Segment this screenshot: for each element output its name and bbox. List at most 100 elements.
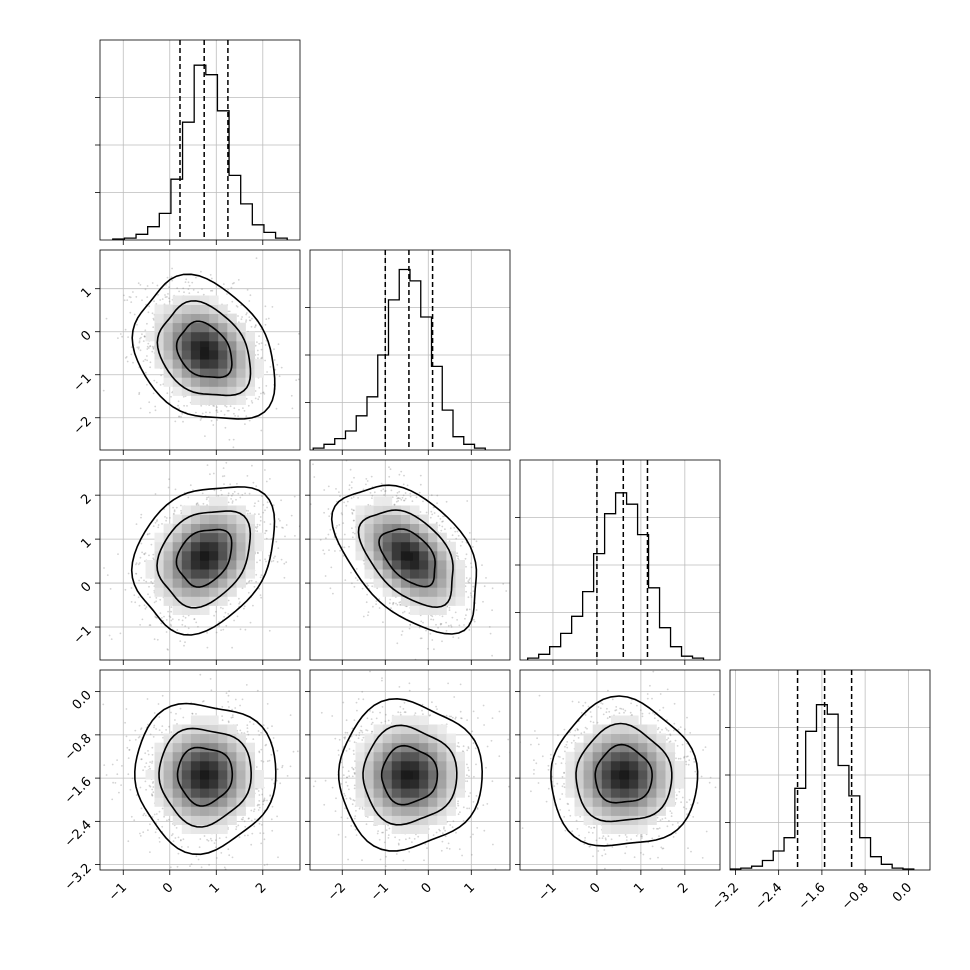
scatter-point <box>257 500 260 502</box>
scatter-point <box>264 469 266 471</box>
scatter-point <box>165 517 168 519</box>
scatter-point <box>132 291 134 293</box>
scatter-point <box>139 624 142 626</box>
scatter-point <box>362 488 365 491</box>
scatter-point <box>489 632 492 635</box>
density-cell <box>227 331 237 342</box>
scatter-point <box>144 560 146 562</box>
scatter-point <box>239 601 241 603</box>
density-cell <box>181 340 192 351</box>
scatter-point <box>243 607 245 610</box>
scatter-point <box>147 311 150 314</box>
scatter-point <box>351 527 353 530</box>
scatter-point <box>380 489 383 492</box>
scatter-point <box>146 383 148 386</box>
scatter-point <box>264 509 266 512</box>
scatter-point <box>372 605 374 608</box>
scatter-point <box>440 623 443 625</box>
density-cell <box>163 359 174 369</box>
density-cell <box>391 514 402 524</box>
scatter-point <box>136 346 139 349</box>
scatter-point <box>195 276 197 279</box>
scatter-point <box>467 596 470 599</box>
scatter-point <box>253 505 256 507</box>
scatter-point <box>419 511 422 513</box>
scatter-point <box>488 626 491 628</box>
scatter-point <box>111 798 114 801</box>
scatter-point <box>148 585 150 588</box>
scatter-point <box>152 392 155 395</box>
scatter-point <box>466 500 469 502</box>
density-cell <box>200 569 210 579</box>
density-cell <box>163 368 174 378</box>
density-cell <box>419 569 429 579</box>
scatter-point <box>197 858 200 861</box>
scatter-point <box>313 476 316 478</box>
scatter-point <box>231 708 234 711</box>
scatter-point <box>227 494 230 497</box>
density-cell <box>410 587 420 597</box>
scatter-point <box>228 438 231 441</box>
density-cell <box>181 605 192 615</box>
scatter-point <box>283 576 286 579</box>
density-cell <box>190 322 201 333</box>
scatter-point <box>175 827 178 829</box>
histogram-step <box>312 268 486 450</box>
density-cell <box>181 523 192 534</box>
density-cell <box>200 587 210 597</box>
scatter-point <box>157 293 159 296</box>
density-peak <box>200 552 209 561</box>
contour-line <box>357 509 454 609</box>
density-cell <box>455 578 465 588</box>
panel-1-1 <box>305 249 511 455</box>
scatter-point <box>281 526 283 529</box>
scatter-point <box>178 618 180 621</box>
scatter-point <box>126 360 129 363</box>
scatter-point <box>409 624 412 626</box>
scatter-point <box>243 410 246 412</box>
scatter-point <box>195 502 198 505</box>
scatter-point <box>140 728 142 731</box>
scatter-point <box>389 468 392 471</box>
scatter-point <box>265 318 268 320</box>
scatter-point <box>439 622 442 625</box>
density-cell <box>181 514 192 524</box>
density-cell <box>172 359 183 369</box>
density-cell <box>446 541 456 552</box>
scatter-point <box>353 476 355 479</box>
scatter-point <box>159 598 162 601</box>
scatter-point <box>285 561 288 564</box>
scatter-point <box>206 496 209 499</box>
scatter-point <box>145 580 148 583</box>
scatter-point <box>167 649 169 651</box>
scatter-point <box>227 492 230 495</box>
density-cell <box>209 313 219 324</box>
scatter-point <box>391 496 394 498</box>
scatter-point <box>138 391 141 394</box>
density-cell <box>419 578 429 588</box>
scatter-point <box>184 641 186 644</box>
density-cell <box>437 541 447 552</box>
density-cell <box>455 560 465 570</box>
scatter-point <box>267 317 270 320</box>
density-cell <box>218 596 228 606</box>
density-cell <box>400 587 411 597</box>
density-cell <box>227 350 237 360</box>
scatter-point <box>237 415 240 417</box>
scatter-point <box>135 563 137 566</box>
scatter-point <box>146 348 149 350</box>
scatter-point <box>265 385 268 387</box>
scatter-point <box>138 341 141 344</box>
scatter-point <box>452 636 455 638</box>
scatter-point <box>491 587 494 590</box>
density-cell <box>400 514 411 524</box>
scatter-point <box>388 475 391 478</box>
scatter-point <box>149 361 152 364</box>
scatter-point <box>254 324 257 326</box>
density-cell <box>190 368 201 378</box>
scatter-point <box>211 289 214 292</box>
density-cell <box>373 496 384 506</box>
scatter-point <box>103 567 105 569</box>
scatter-point <box>174 420 177 423</box>
scatter-point <box>246 475 249 477</box>
